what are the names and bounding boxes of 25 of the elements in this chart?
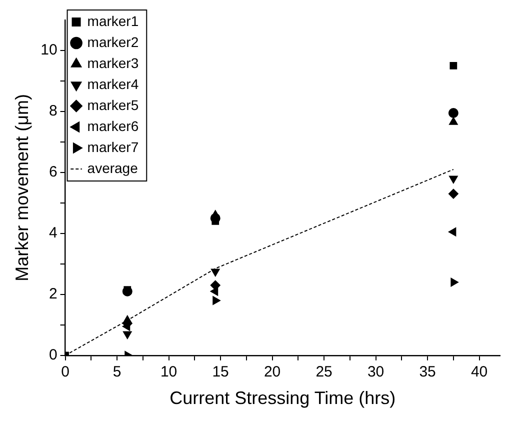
y-tick-label: 4 [48, 224, 58, 242]
x-tick-label: 25 [316, 364, 332, 381]
y-tick-label: 6 [48, 164, 58, 181]
x-tick-label: 5 [112, 364, 122, 381]
legend-label: marker1 [87, 12, 139, 29]
y-tick-label: 2 [48, 286, 58, 303]
x-tick-label: 0 [61, 364, 70, 381]
legend-label: marker2 [87, 34, 139, 50]
y-tick-label: 10 [40, 42, 58, 59]
x-tick-label: 20 [264, 364, 281, 381]
legend-label: marker7 [87, 138, 139, 155]
legend-label: marker6 [87, 118, 139, 134]
x-axis-title: Current Stressing Time (hrs) [170, 388, 396, 408]
x-tick-label: 10 [160, 364, 178, 381]
x-tick-label: 40 [470, 364, 488, 381]
legend-label: marker5 [87, 96, 139, 113]
y-tick-label: 8 [48, 102, 58, 120]
y-axis-title: Marker movement (μm) [12, 94, 32, 282]
legend-label: marker4 [87, 76, 139, 92]
x-tick-label: 15 [212, 364, 229, 381]
legend-label: average [87, 160, 138, 176]
legend-label: marker3 [87, 54, 139, 71]
x-tick-label: 30 [367, 364, 384, 381]
y-tick-label: 0 [48, 346, 58, 364]
x-tick-label: 35 [419, 364, 436, 381]
